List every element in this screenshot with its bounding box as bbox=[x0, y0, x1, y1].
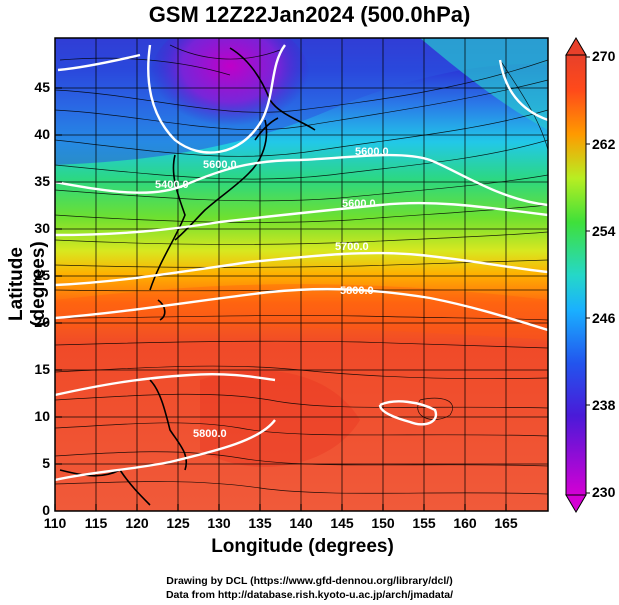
drawing-credit: Drawing by DCL (https://www.gfd-dennou.o… bbox=[166, 575, 453, 587]
y-tick-label: 10 bbox=[34, 408, 50, 424]
contour-label-5400: 5400.0 bbox=[155, 179, 189, 191]
data-source-credit: Data from http://database.rish.kyoto-u.a… bbox=[165, 589, 454, 601]
x-tick-label: 110 bbox=[43, 515, 67, 531]
colorbar-tick-label: 262 bbox=[592, 136, 616, 152]
x-tick-label: 165 bbox=[494, 515, 518, 531]
x-tick-label: 150 bbox=[371, 515, 395, 531]
x-tick-label: 155 bbox=[412, 515, 436, 531]
x-tick-label: 135 bbox=[248, 515, 272, 531]
y-tick-label: 30 bbox=[34, 220, 50, 236]
x-tick-label: 125 bbox=[166, 515, 190, 531]
colorbar bbox=[565, 37, 590, 513]
height-contours bbox=[55, 44, 548, 482]
x-tick-label: 120 bbox=[125, 515, 149, 531]
y-tick-label: 45 bbox=[34, 79, 50, 95]
x-tick-label: 160 bbox=[453, 515, 477, 531]
colorbar-tick-label: 238 bbox=[592, 397, 616, 413]
colorbar-tick-label: 246 bbox=[592, 310, 616, 326]
y-tick-label: 20 bbox=[34, 314, 50, 330]
colorbar-tick-label: 254 bbox=[592, 223, 616, 239]
colorbar-tick-label: 230 bbox=[592, 484, 616, 500]
x-tick-label: 115 bbox=[84, 515, 108, 531]
x-tick-label: 145 bbox=[330, 515, 354, 531]
contour-label-5800-b: 5800.0 bbox=[193, 428, 227, 440]
contour-label-5800-a: 5800.0 bbox=[340, 285, 374, 297]
colorbar-upper-arrow bbox=[565, 37, 587, 56]
grid-lines bbox=[55, 38, 548, 511]
y-tick-label: 25 bbox=[34, 267, 50, 283]
map-title: GSM 12Z22Jan2024 (500.0hPa) bbox=[148, 2, 471, 27]
contour-label-5600-a: 5600.0 bbox=[203, 159, 237, 171]
wind-streamlines bbox=[55, 44, 548, 495]
y-tick-label: 35 bbox=[34, 173, 50, 189]
colorbar-lower-arrow bbox=[565, 494, 587, 513]
y-tick-label: 15 bbox=[34, 361, 50, 377]
contour-label-marks: 5400.0 5600.0 5600.0 5600.0 5700.0 5800.… bbox=[155, 146, 389, 440]
axis-tick-marks bbox=[54, 87, 507, 511]
contour-label-5700: 5700.0 bbox=[335, 241, 369, 253]
temperature-field bbox=[55, 38, 548, 511]
contour-label-5600-c: 5600.0 bbox=[342, 198, 376, 210]
x-tick-label: 140 bbox=[289, 515, 313, 531]
y-tick-label: 5 bbox=[42, 455, 50, 471]
y-tick-label: 0 bbox=[42, 502, 50, 518]
x-axis-label: Longitude (degrees) bbox=[211, 536, 394, 557]
x-tick-label: 130 bbox=[207, 515, 231, 531]
y-tick-label: 40 bbox=[34, 126, 50, 142]
contour-label-5600-b: 5600.0 bbox=[355, 146, 389, 158]
colorbar-tick-label: 270 bbox=[592, 48, 616, 64]
